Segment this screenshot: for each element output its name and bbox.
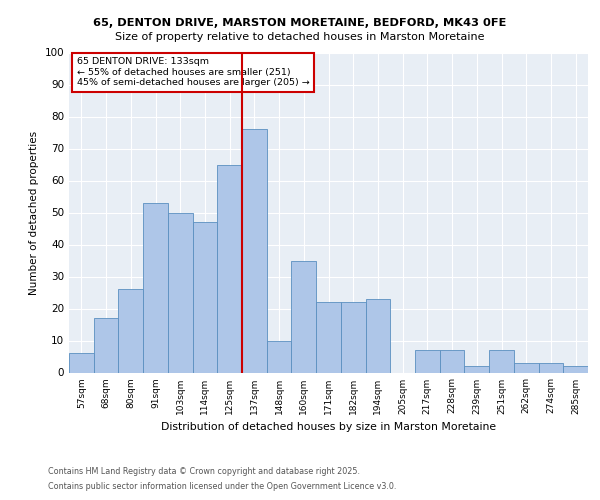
Text: 65, DENTON DRIVE, MARSTON MORETAINE, BEDFORD, MK43 0FE: 65, DENTON DRIVE, MARSTON MORETAINE, BED… [94, 18, 506, 28]
Bar [94, 318, 118, 372]
Bar [118, 290, 143, 372]
Bar [267, 340, 292, 372]
Bar [539, 363, 563, 372]
Bar [563, 366, 588, 372]
Bar [168, 212, 193, 372]
Bar [341, 302, 365, 372]
Bar [365, 299, 390, 372]
Text: Contains public sector information licensed under the Open Government Licence v3: Contains public sector information licen… [48, 482, 397, 491]
Bar [193, 222, 217, 372]
Bar [440, 350, 464, 372]
Bar [489, 350, 514, 372]
Text: Contains HM Land Registry data © Crown copyright and database right 2025.: Contains HM Land Registry data © Crown c… [48, 467, 360, 476]
Y-axis label: Number of detached properties: Number of detached properties [29, 130, 39, 294]
Bar [316, 302, 341, 372]
Bar [69, 354, 94, 372]
Text: Size of property relative to detached houses in Marston Moretaine: Size of property relative to detached ho… [115, 32, 485, 42]
Bar [143, 203, 168, 372]
Text: 65 DENTON DRIVE: 133sqm
← 55% of detached houses are smaller (251)
45% of semi-d: 65 DENTON DRIVE: 133sqm ← 55% of detache… [77, 58, 310, 87]
Bar [464, 366, 489, 372]
Bar [242, 130, 267, 372]
Bar [514, 363, 539, 372]
Bar [415, 350, 440, 372]
Bar [217, 164, 242, 372]
X-axis label: Distribution of detached houses by size in Marston Moretaine: Distribution of detached houses by size … [161, 422, 496, 432]
Bar [292, 260, 316, 372]
